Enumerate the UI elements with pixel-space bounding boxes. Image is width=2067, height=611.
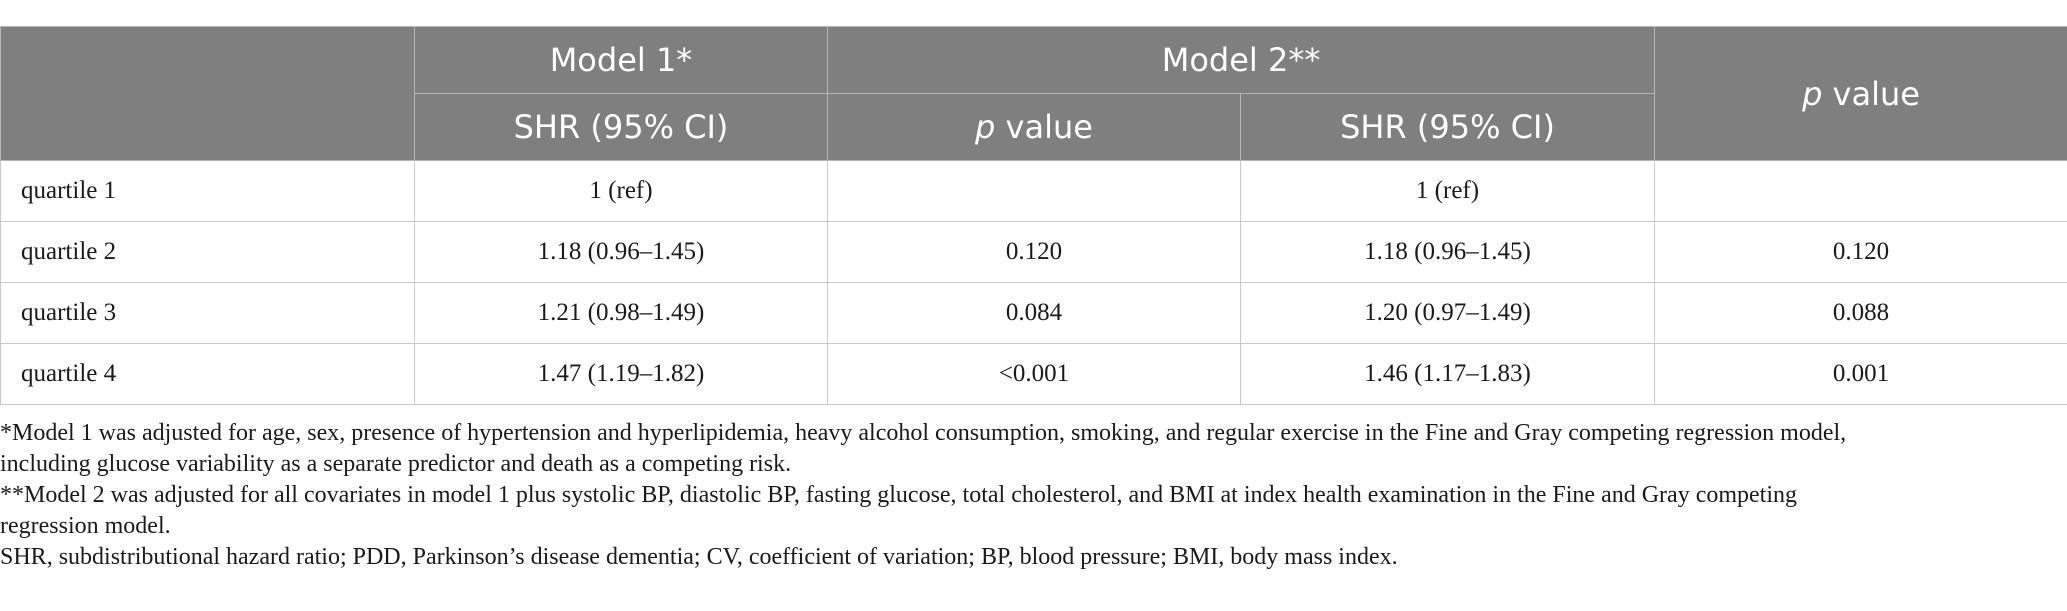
- footnote-model1-line1: *Model 1 was adjusted for age, sex, pres…: [0, 420, 1847, 446]
- header-p-value-model1: p value: [827, 93, 1241, 161]
- header-p-value: p value: [1654, 26, 2067, 161]
- row-label: quartile 1: [0, 160, 415, 222]
- header-row-metrics: SHR (95% CI) p value SHR (95% CI): [1, 93, 2067, 161]
- footnote-model1-line2: including glucose variability as a separ…: [0, 451, 792, 477]
- header-p-value-label: value: [1822, 74, 1920, 113]
- cell-p-value-model1: [827, 160, 1241, 222]
- results-table-container: Model 1* Model 2** p value SHR (95% CI) …: [0, 26, 2067, 405]
- header-p-value-label: value: [995, 108, 1093, 146]
- row-label: quartile 3: [0, 282, 415, 344]
- cell-shr-model1: 1.18 (0.96–1.45): [414, 221, 828, 283]
- table-row: quartile 3 1.21 (0.98–1.49) 0.084 1.20 (…: [0, 282, 2067, 344]
- header-model2: Model 2**: [826, 26, 1656, 94]
- cell-shr-model2: 1.20 (0.97–1.49): [1239, 282, 1656, 344]
- cell-p-value-model1: 0.084: [827, 282, 1241, 344]
- header-empty-cell: [0, 26, 415, 161]
- results-table: Model 1* Model 2** p value SHR (95% CI) …: [0, 26, 2067, 405]
- header-shr-model2: SHR (95% CI): [1239, 93, 1656, 161]
- cell-p-value-model2: 0.120: [1654, 221, 2067, 283]
- cell-shr-model1: 1.21 (0.98–1.49): [414, 282, 828, 344]
- cell-p-value-model2: [1654, 160, 2067, 222]
- row-label: quartile 2: [0, 221, 415, 283]
- footnote-model2-line1: **Model 2 was adjusted for all covariate…: [0, 482, 1797, 508]
- cell-p-value-model1: 0.120: [827, 221, 1241, 283]
- footnote-model2-line2: regression model.: [0, 513, 171, 539]
- table-row: quartile 4 1.47 (1.19–1.82) <0.001 1.46 …: [0, 343, 2067, 405]
- table-row: quartile 2 1.18 (0.96–1.45) 0.120 1.18 (…: [0, 221, 2067, 283]
- header-p-italic: p: [1802, 74, 1823, 113]
- header-row-models: Model 1* Model 2** p value: [0, 26, 2067, 161]
- table-footnotes: *Model 1 was adjusted for age, sex, pres…: [0, 418, 2067, 573]
- cell-p-value-model1: <0.001: [827, 343, 1241, 405]
- cell-shr-model1: 1.47 (1.19–1.82): [414, 343, 828, 405]
- row-label: quartile 4: [0, 343, 415, 405]
- header-shr-model1: SHR (95% CI): [414, 93, 828, 161]
- table-header: Model 1* Model 2** p value SHR (95% CI) …: [0, 26, 2067, 161]
- cell-shr-model2: 1.18 (0.96–1.45): [1239, 221, 1656, 283]
- footnote-abbreviations: SHR, subdistributional hazard ratio; PDD…: [0, 544, 1398, 570]
- cell-shr-model1: 1 (ref): [414, 160, 828, 222]
- cell-shr-model2: 1.46 (1.17–1.83): [1239, 343, 1656, 405]
- header-model1: Model 1*: [414, 26, 828, 94]
- cell-shr-model2: 1 (ref): [1239, 160, 1656, 222]
- cell-p-value-model2: 0.001: [1654, 343, 2067, 405]
- cell-p-value-model2: 0.088: [1654, 282, 2067, 344]
- table-row: quartile 1 1 (ref) 1 (ref): [0, 160, 2067, 222]
- table-body: quartile 1 1 (ref) 1 (ref) quartile 2 1.…: [0, 160, 2067, 405]
- header-p-italic: p: [975, 108, 996, 146]
